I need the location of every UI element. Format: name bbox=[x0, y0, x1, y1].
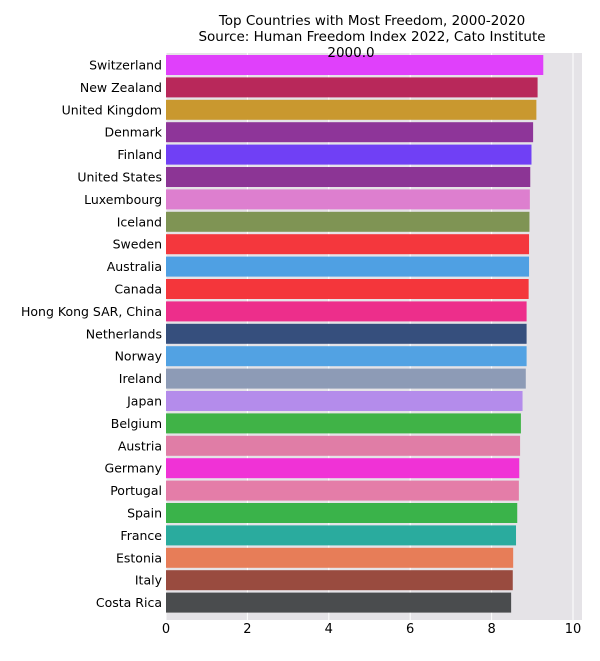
bar-austria bbox=[166, 435, 521, 456]
x-tick-label: 0 bbox=[162, 622, 170, 637]
category-label: Japan bbox=[126, 394, 162, 409]
year-annotation: 2000.0 bbox=[327, 45, 374, 61]
bar-iceland bbox=[166, 211, 530, 232]
bar-canada bbox=[166, 279, 529, 299]
category-label: Germany bbox=[105, 461, 163, 476]
category-label: Luxembourg bbox=[84, 192, 162, 207]
category-label: Estonia bbox=[116, 550, 162, 565]
category-label: Hong Kong SAR, China bbox=[21, 304, 162, 319]
category-label: Spain bbox=[127, 506, 162, 521]
x-tick-label: 8 bbox=[487, 622, 495, 637]
x-tick-label: 4 bbox=[325, 622, 333, 637]
category-label: Canada bbox=[114, 282, 162, 297]
bar-australia bbox=[166, 256, 530, 277]
category-label: Australia bbox=[107, 259, 162, 274]
x-axis-ticks: 0 2 4 6 8 10 bbox=[162, 622, 581, 637]
chart-title: Top Countries with Most Freedom, 2000-20… bbox=[218, 13, 525, 29]
bar-belgium bbox=[166, 413, 521, 434]
bar-ireland bbox=[166, 368, 526, 389]
bar-norway bbox=[166, 346, 527, 367]
bar-costa-rica bbox=[166, 592, 512, 613]
x-tick-label: 2 bbox=[243, 622, 251, 637]
category-label: New Zealand bbox=[80, 80, 162, 95]
category-labels: Switzerland New Zealand United Kingdom Denm… bbox=[21, 58, 163, 611]
category-label: Italy bbox=[135, 573, 163, 588]
category-label: Iceland bbox=[117, 214, 162, 229]
bar-switzerland bbox=[166, 55, 544, 75]
category-label: Sweden bbox=[113, 237, 162, 252]
category-label: Norway bbox=[115, 349, 163, 364]
category-label: Belgium bbox=[111, 416, 162, 431]
category-label: Costa Rica bbox=[96, 595, 162, 610]
bar-estonia bbox=[166, 547, 514, 568]
chart-subtitle: Source: Human Freedom Index 2022, Cato I… bbox=[198, 29, 545, 45]
category-label: Finland bbox=[117, 147, 162, 162]
bar-spain bbox=[166, 503, 518, 523]
bar-united-kingdom bbox=[166, 99, 537, 120]
category-label: Denmark bbox=[105, 125, 163, 140]
x-tick-label: 10 bbox=[565, 622, 582, 637]
bar-france bbox=[166, 525, 517, 546]
bars bbox=[166, 55, 544, 613]
bar-denmark bbox=[166, 122, 534, 143]
category-label: Ireland bbox=[119, 371, 162, 386]
category-label: Portugal bbox=[110, 483, 162, 498]
bar-italy bbox=[166, 570, 513, 591]
category-label: United States bbox=[77, 170, 162, 185]
category-label: Switzerland bbox=[89, 58, 162, 73]
bar-united-states bbox=[166, 167, 531, 187]
category-label: Austria bbox=[118, 438, 162, 453]
bar-germany bbox=[166, 458, 520, 479]
bar-netherlands bbox=[166, 323, 527, 344]
bar-japan bbox=[166, 391, 523, 411]
bar-new-zealand bbox=[166, 77, 538, 98]
category-label: France bbox=[120, 528, 162, 543]
category-label: Netherlands bbox=[86, 326, 162, 341]
category-label: United Kingdom bbox=[62, 102, 162, 117]
bar-sweden bbox=[166, 234, 530, 255]
bar-portugal bbox=[166, 480, 519, 501]
bar-hong-kong-sar-china bbox=[166, 301, 527, 322]
x-tick-label: 6 bbox=[406, 622, 414, 637]
bar-luxembourg bbox=[166, 189, 530, 210]
bar-finland bbox=[166, 144, 532, 165]
